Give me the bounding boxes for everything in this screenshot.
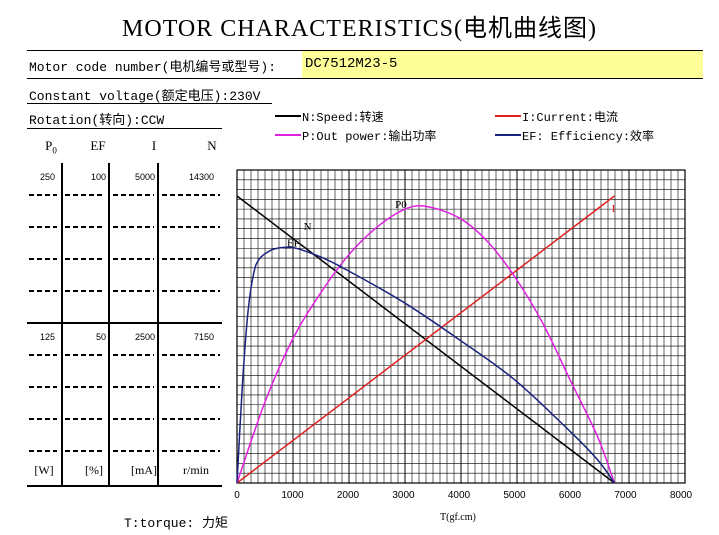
x-axis-label: T(gf.cm) xyxy=(440,512,476,523)
legend-swatch-power xyxy=(275,134,301,136)
series-line-ef xyxy=(236,246,616,484)
unit-speed: r/min xyxy=(183,463,209,477)
tick-current-top: 5000 xyxy=(134,172,155,182)
plot-frame xyxy=(236,169,686,484)
motor-code-value: DC7512M23-5 xyxy=(302,51,703,78)
series-line-i xyxy=(236,195,615,484)
series-label-p0: P0 xyxy=(395,199,407,211)
series-label-i: I xyxy=(612,203,616,215)
legend-efficiency: EF: Efficiency:效率 xyxy=(522,130,655,144)
legend-speed: N:Speed:转速 xyxy=(302,111,384,125)
col-divider xyxy=(108,163,110,487)
legend-swatch-efficiency xyxy=(495,134,521,136)
motor-code-row: Motor code number(电机编号或型号): DC7512M23-5 xyxy=(27,50,703,79)
voltage-label: Constant voltage(额定电压):230V xyxy=(29,89,261,104)
tick-speed-mid: 7150 xyxy=(193,332,214,342)
unit-power: [W] xyxy=(34,463,54,477)
legend-current: I:Current:电流 xyxy=(522,111,619,125)
motor-code-text: DC7512M23-5 xyxy=(305,56,398,72)
scale-table: P0 EF I N 250 100 5000 14300 125 50 2500… xyxy=(27,135,222,487)
x-tick-label: 8000 xyxy=(669,490,693,501)
col-header-efficiency: EF xyxy=(90,138,106,153)
tick-speed-top: 14300 xyxy=(188,172,214,182)
x-tick-label: 7000 xyxy=(614,490,637,501)
tick-efficiency-mid: 50 xyxy=(95,332,106,342)
unit-current: [mA] xyxy=(131,463,157,477)
tick-efficiency-top: 100 xyxy=(90,172,106,182)
rotation-label: Rotation(转向):CCW xyxy=(29,113,165,128)
tick-power-mid: 125 xyxy=(39,332,55,342)
chart-grid xyxy=(236,169,686,484)
chart-series xyxy=(236,195,616,484)
series-line-p0 xyxy=(236,205,616,484)
col-divider xyxy=(61,163,63,487)
x-tick-label: 0 xyxy=(234,490,240,501)
chart-plot: N I P0 EF xyxy=(236,169,686,484)
x-tick-label: 5000 xyxy=(503,490,526,501)
table-mid-line xyxy=(27,322,222,324)
col-header-power: P0 xyxy=(45,138,57,156)
motor-code-label: Motor code number(电机编号或型号): xyxy=(29,60,277,75)
legend-swatch-current xyxy=(495,115,521,117)
unit-efficiency: [%] xyxy=(85,463,103,477)
legend-swatch-speed xyxy=(275,115,301,117)
page-title: MOTOR CHARACTERISTICS(电机曲线图) xyxy=(122,16,597,42)
x-tick-label: 3000 xyxy=(392,490,415,501)
divider xyxy=(27,103,272,104)
divider xyxy=(27,128,222,129)
x-tick-label: 1000 xyxy=(281,490,304,501)
col-header-speed: N xyxy=(207,138,217,153)
col-divider xyxy=(157,163,159,487)
torque-label: T:torque: 力矩 xyxy=(124,516,229,531)
x-tick-label: 2000 xyxy=(336,490,360,501)
tick-dashes xyxy=(29,194,220,452)
series-label-ef: EF xyxy=(287,238,300,250)
x-tick-label: 4000 xyxy=(447,490,471,501)
table-bottom-line xyxy=(27,485,222,487)
col-header-current: I xyxy=(151,138,157,153)
series-label-n: N xyxy=(304,221,312,233)
legend-power: P:Out power:输出功率 xyxy=(302,130,437,144)
x-tick-label: 6000 xyxy=(558,490,582,501)
tick-power-top: 250 xyxy=(39,172,55,182)
chart-series-labels: N I P0 EF xyxy=(287,199,616,249)
tick-current-mid: 2500 xyxy=(134,332,155,342)
